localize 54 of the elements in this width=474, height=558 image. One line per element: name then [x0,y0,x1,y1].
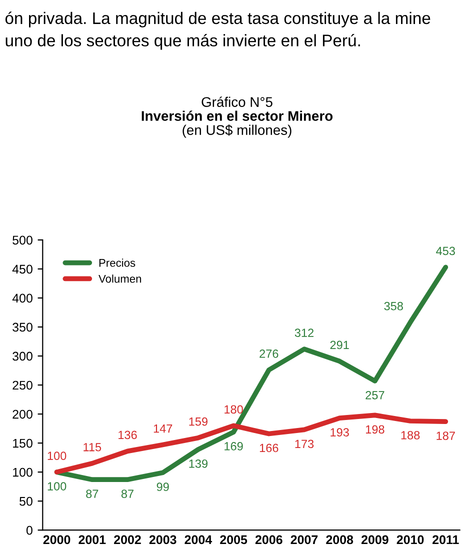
data-label: 169 [224,442,243,450]
x-tick-label: 2009 [361,535,388,544]
data-label: 147 [154,424,172,433]
x-tick-label: 2004 [184,535,212,544]
y-tick-label: 500 [12,236,32,245]
x-tick-label: 2000 [43,535,70,544]
y-tick-label: 200 [12,410,32,419]
data-label: 198 [366,425,384,434]
data-label: 115 [84,443,102,452]
legend-label: Precios [99,258,136,267]
y-tick-label: 400 [12,294,32,303]
data-label: 139 [189,459,208,468]
text: Gráfico N°5 [202,96,272,107]
legend-label: Volumen [98,274,142,283]
x-tick-label: 2007 [290,535,318,544]
text: uno de los sectores que más invierte en el Perú. [6,34,360,50]
x-tick-label: 2002 [114,535,141,544]
data-label: 291 [330,340,349,350]
data-label: 100 [48,452,66,460]
data-label: 87 [121,490,134,498]
data-label: 166 [260,444,278,452]
y-tick-label: 450 [12,264,32,274]
x-tick-label: 2006 [255,535,282,544]
data-label: 312 [294,328,314,337]
data-label: 358 [384,302,403,310]
text: ón privada. La magnitud de esta tasa constituye a la mine [5,12,430,28]
x-tick-label: 2003 [149,535,176,544]
data-label: 159 [189,417,208,426]
y-tick-label: 350 [12,322,32,332]
data-label: 87 [86,490,98,498]
data-label: 188 [401,431,420,440]
data-label: 99 [156,482,169,492]
data-label: 180 [224,405,243,414]
chart-title: Inversión en el sector Minero [142,110,333,121]
data-label: 257 [366,390,384,400]
data-label: 136 [118,430,137,440]
data-label: 100 [48,482,66,490]
x-tick-label: 2011 [432,535,459,544]
data-label: 187 [436,432,455,440]
chart-subtitle: (en US$ millones) [182,124,292,138]
data-label: 453 [436,246,455,256]
y-tick-label: 250 [12,380,32,390]
y-tick-label: 0 [26,526,32,535]
y-tick-label: 150 [13,438,32,448]
x-tick-label: 2010 [396,535,424,544]
y-tick-label: 300 [12,352,32,361]
y-tick-label: 50 [20,496,32,506]
x-tick-label: 2005 [220,535,248,544]
data-label: 173 [295,440,314,448]
data-label: 276 [260,350,278,358]
data-label: 193 [330,428,349,436]
y-tick-label: 100 [13,468,32,477]
x-tick-label: 2001 [78,535,106,544]
x-tick-label: 2008 [326,535,354,544]
